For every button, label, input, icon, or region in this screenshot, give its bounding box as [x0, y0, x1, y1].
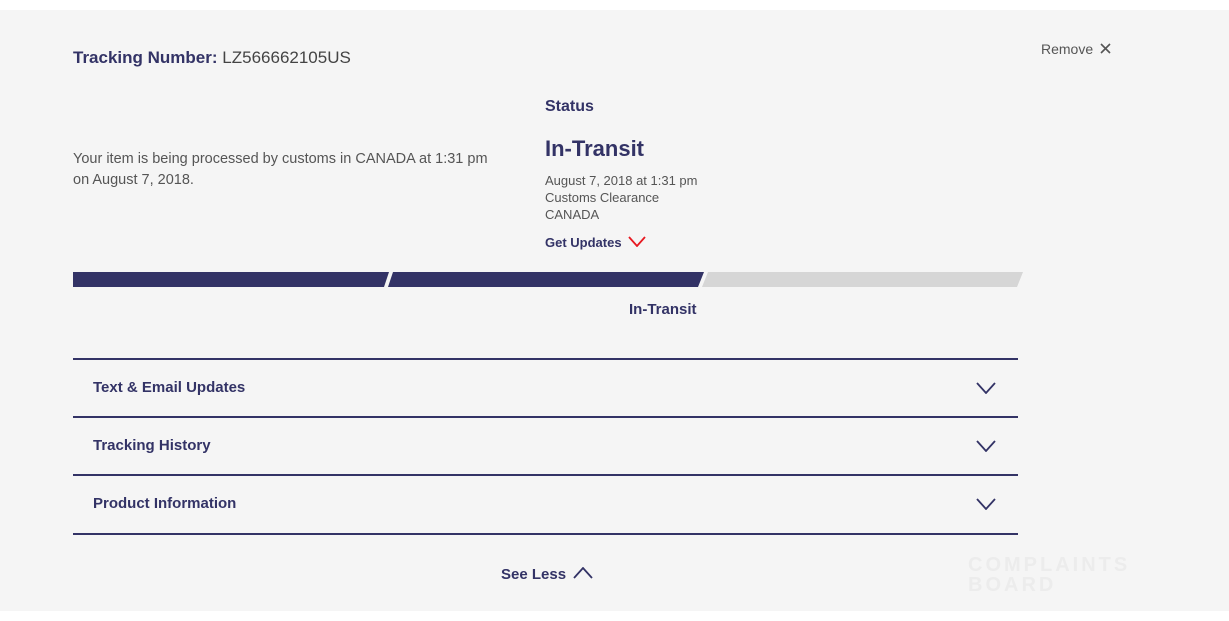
- chevron-down-icon: [628, 236, 646, 248]
- status-message: Your item is being processed by customs …: [73, 151, 488, 188]
- accordion-label: Text & Email Updates: [93, 379, 246, 396]
- accordion-text-email-updates[interactable]: Text & Email Updates: [73, 358, 1018, 417]
- remove-label: Remove: [1041, 41, 1094, 57]
- accordion-label: Product Information: [93, 495, 237, 512]
- tracking-card: Tracking Number: LZ566662105US Remove Yo…: [0, 10, 1229, 611]
- watermark-logo: COMPLAINTS BOARD: [968, 554, 1131, 596]
- status-value: In-Transit: [545, 136, 645, 161]
- chevron-down-icon: [976, 440, 996, 452]
- progress-step-1: [73, 272, 389, 287]
- see-less-button[interactable]: See Less: [501, 566, 593, 583]
- status-details: August 7, 2018 at 1:31 pm Customs Cleara…: [545, 172, 698, 223]
- accordion-divider: [73, 533, 1018, 535]
- status-event: Customs Clearance: [545, 190, 660, 205]
- status-datetime: August 7, 2018 at 1:31 pm: [545, 173, 698, 188]
- progress-step-2: [388, 272, 704, 287]
- progress-step-3: [702, 272, 1023, 287]
- chevron-up-icon: [573, 566, 593, 579]
- tracking-number-label: Tracking Number:: [73, 48, 218, 67]
- tracking-number-value: LZ566662105US: [222, 48, 351, 67]
- accordion-label: Tracking History: [93, 437, 211, 454]
- tracking-number: Tracking Number: LZ566662105US: [73, 48, 351, 68]
- chevron-down-icon: [976, 382, 996, 394]
- progress-bar: [73, 272, 1023, 287]
- get-updates-label: Get Updates: [545, 235, 622, 250]
- status-heading: Status: [545, 98, 594, 115]
- accordion-product-information[interactable]: Product Information: [73, 474, 1018, 533]
- remove-button[interactable]: Remove: [1041, 41, 1111, 57]
- accordion-tracking-history[interactable]: Tracking History: [73, 416, 1018, 475]
- get-updates-link[interactable]: Get Updates: [545, 235, 646, 250]
- see-less-label: See Less: [501, 566, 567, 583]
- chevron-down-icon: [976, 498, 996, 510]
- close-icon: [1100, 43, 1111, 54]
- progress-step-label: In-Transit: [629, 301, 697, 318]
- status-location: CANADA: [545, 207, 600, 222]
